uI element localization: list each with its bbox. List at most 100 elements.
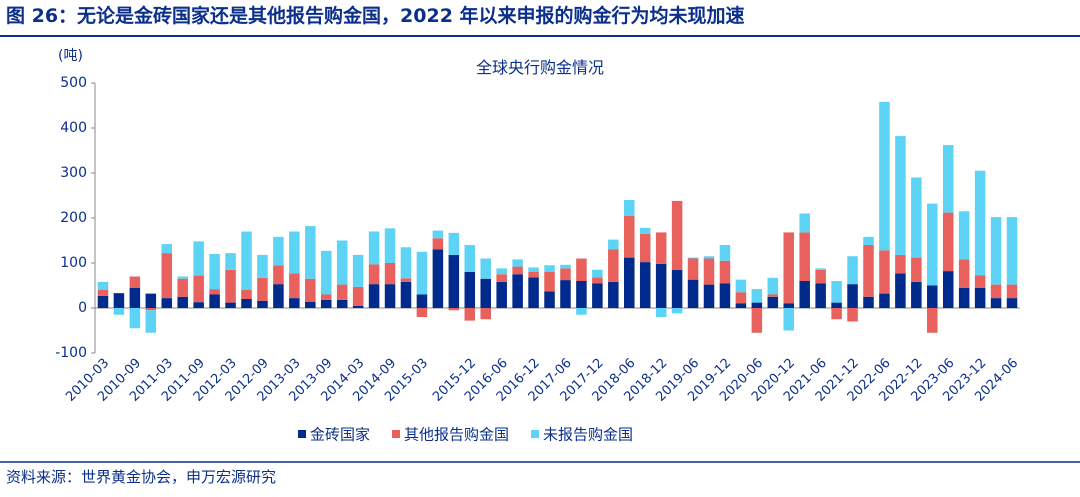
bar-segment bbox=[608, 239, 619, 250]
bar-segment bbox=[751, 289, 763, 303]
bar-segment bbox=[990, 298, 1002, 308]
bar-segment bbox=[496, 268, 507, 275]
y-unit: (吨) bbox=[58, 48, 83, 64]
bar-segment bbox=[113, 293, 125, 308]
bar-segment bbox=[783, 308, 795, 331]
bar-segment bbox=[161, 244, 173, 254]
bar-segment bbox=[305, 301, 316, 308]
bar-segment bbox=[895, 136, 906, 255]
bar-segment bbox=[719, 260, 731, 284]
bar-segment bbox=[416, 294, 428, 308]
bar-segment bbox=[879, 101, 890, 251]
bar-segment bbox=[320, 250, 332, 295]
bar-segment bbox=[767, 296, 779, 308]
bar-segment bbox=[225, 302, 236, 308]
bar-segment bbox=[958, 259, 970, 288]
bar-segment bbox=[544, 291, 555, 308]
bar-segment bbox=[400, 247, 412, 279]
bar-segment bbox=[528, 277, 539, 308]
bar-segment bbox=[273, 236, 284, 266]
bar-segment bbox=[927, 285, 938, 308]
bar-segment bbox=[560, 264, 571, 269]
bar-segment bbox=[305, 226, 316, 279]
bar-segment bbox=[847, 256, 858, 285]
bar-segment bbox=[480, 308, 491, 320]
bar-segment bbox=[687, 257, 699, 259]
bar-segment bbox=[687, 258, 699, 280]
bar-segment bbox=[432, 249, 444, 308]
bar-segment bbox=[352, 254, 364, 287]
bar-segment bbox=[703, 284, 715, 308]
bar-segment bbox=[97, 290, 109, 296]
bar-segment bbox=[767, 294, 779, 297]
bar-segment bbox=[416, 308, 428, 317]
bar-segment bbox=[911, 281, 922, 308]
y-tick-label: 0 bbox=[78, 300, 87, 316]
y-tick-label: -100 bbox=[55, 345, 87, 361]
bar-segment bbox=[958, 287, 970, 308]
bar-segment bbox=[352, 305, 364, 308]
bar-segment bbox=[879, 293, 890, 308]
bar-segment bbox=[257, 254, 268, 278]
bar-segment bbox=[432, 238, 444, 250]
bar-segment bbox=[767, 277, 779, 295]
bar-segment bbox=[209, 254, 220, 290]
bar-segment bbox=[384, 228, 396, 263]
bar-segment bbox=[177, 278, 188, 297]
legend-label: 金砖国家 bbox=[310, 426, 370, 444]
bar-segment bbox=[448, 254, 460, 308]
bar-segment bbox=[448, 232, 460, 255]
bar-segment bbox=[751, 302, 763, 308]
bar-segment bbox=[177, 276, 188, 279]
source: 资料来源：世界黄金协会，申万宏源研究 bbox=[6, 468, 276, 486]
bar-segment bbox=[320, 299, 332, 308]
bar-segment bbox=[990, 284, 1002, 299]
bar-segment bbox=[145, 293, 157, 308]
bar-segment bbox=[671, 200, 683, 270]
bar-segment bbox=[942, 212, 954, 272]
bar-segment bbox=[289, 231, 300, 274]
bar-segment bbox=[624, 215, 635, 258]
bar-segment bbox=[129, 287, 141, 308]
bar-segment bbox=[735, 279, 747, 293]
bar-segment bbox=[209, 289, 220, 295]
bar-segment bbox=[496, 274, 507, 282]
bar-segment bbox=[528, 267, 539, 272]
bar-segment bbox=[624, 257, 635, 308]
bar-segment bbox=[831, 281, 842, 303]
figure-title: 图 26：无论是金砖国家还是其他报告购金国，2022 年以来申报的购金行为均未现… bbox=[6, 4, 745, 27]
bar-segment bbox=[400, 281, 412, 308]
bar-segment bbox=[400, 278, 412, 282]
bar-segment bbox=[193, 241, 204, 276]
bar-segment bbox=[336, 299, 348, 308]
bar-segment bbox=[799, 213, 810, 233]
y-tick-label: 400 bbox=[60, 120, 87, 136]
bar-segment bbox=[703, 256, 715, 259]
bar-segment bbox=[225, 269, 236, 303]
bar-segment bbox=[225, 253, 236, 270]
bar-segment bbox=[496, 281, 507, 308]
bar-segment bbox=[193, 275, 204, 303]
bar-segment bbox=[384, 263, 396, 285]
bar-segment bbox=[815, 268, 826, 270]
bar-segment bbox=[655, 308, 667, 317]
legend-label: 未报告购金国 bbox=[543, 426, 633, 444]
bar-segment bbox=[129, 276, 141, 288]
bar-segment bbox=[895, 273, 906, 308]
y-tick-label: 500 bbox=[60, 75, 87, 91]
bar-segment bbox=[177, 296, 188, 308]
bar-segment bbox=[241, 290, 252, 299]
bar-segment bbox=[576, 308, 587, 315]
bar-segment bbox=[799, 232, 810, 281]
bar-segment bbox=[560, 280, 571, 308]
bar-segment bbox=[1006, 284, 1018, 299]
legend-swatch bbox=[298, 430, 306, 438]
legend-swatch bbox=[392, 430, 401, 438]
bar-segment bbox=[97, 295, 109, 308]
bar-segment bbox=[560, 268, 571, 281]
bar-segment bbox=[544, 265, 555, 272]
bar-segment bbox=[512, 259, 523, 267]
bar-segment bbox=[241, 299, 252, 308]
bar-segment bbox=[145, 308, 157, 311]
